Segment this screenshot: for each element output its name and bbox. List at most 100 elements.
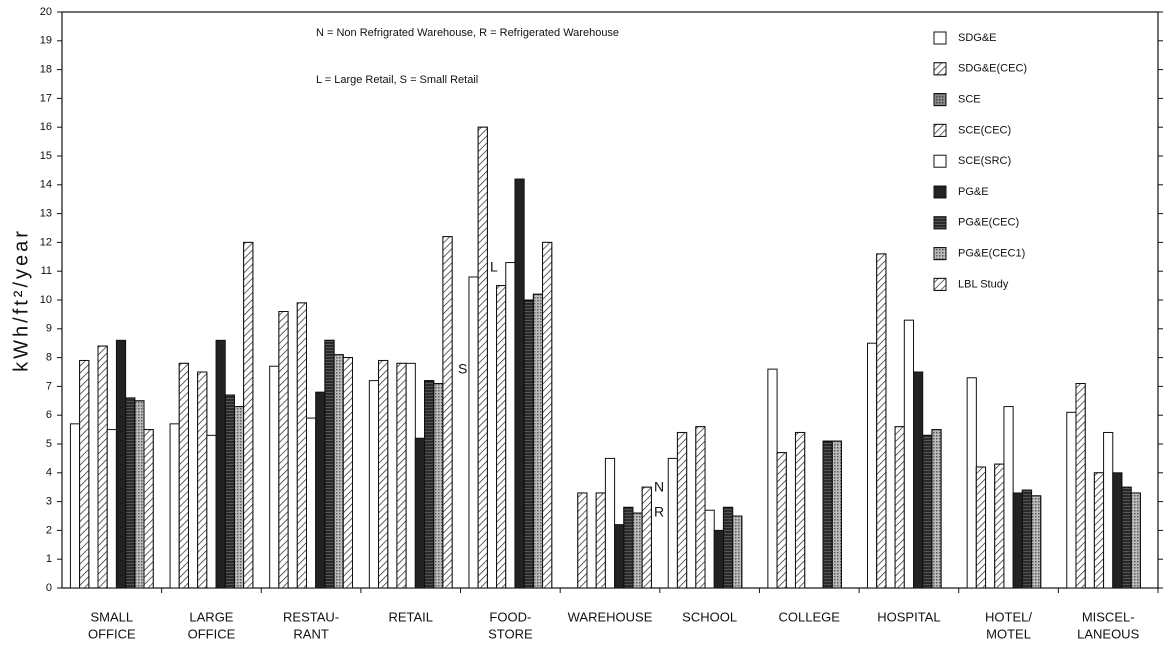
x-tick-label: MISCEL- (1082, 609, 1135, 624)
y-tick-label: 0 (46, 582, 52, 594)
bar-pattern (922, 434, 933, 589)
annotation: R (654, 504, 664, 520)
bar-pattern (233, 406, 245, 589)
bar (115, 339, 127, 589)
y-tick-label: 18 (40, 64, 52, 76)
bar-pattern (442, 236, 453, 589)
bar (315, 391, 326, 589)
bar (468, 276, 479, 589)
bar-pattern (994, 463, 1005, 589)
bar-pattern (532, 293, 544, 589)
x-tick-label: STORE (488, 626, 533, 641)
y-tick-label: 5 (46, 438, 52, 450)
bar (414, 437, 426, 589)
bar-pattern (324, 339, 335, 589)
y-tick-label: 6 (46, 409, 52, 421)
bar-pattern (1021, 489, 1033, 589)
bar-pattern (79, 359, 90, 589)
bar (604, 457, 616, 589)
bar-pattern (224, 394, 235, 589)
bar-pattern (197, 371, 208, 589)
bar-pattern (1121, 486, 1132, 589)
bar (215, 339, 226, 589)
bar-pattern (931, 429, 942, 589)
bar-pattern (722, 506, 734, 589)
bar-pattern (243, 241, 254, 589)
annotation: L (490, 259, 498, 275)
x-tick-label: HOTEL/ (985, 609, 1032, 624)
bar (614, 524, 625, 589)
y-tick-label: 20 (40, 6, 52, 18)
bar (1012, 492, 1023, 589)
bar-pattern (1130, 492, 1141, 589)
bar (269, 365, 280, 589)
bar (106, 429, 117, 589)
bar-pattern (695, 426, 706, 589)
bar (913, 371, 924, 589)
bar (1066, 411, 1077, 589)
x-tick-label: WAREHOUSE (568, 609, 653, 624)
y-tick-label: 7 (46, 380, 52, 392)
y-axis-label: kWh/ft²/year (10, 228, 32, 372)
y-tick-label: 1 (46, 553, 52, 565)
bar-pattern (1075, 383, 1086, 589)
bar-pattern (776, 452, 787, 589)
bar-pattern (577, 492, 588, 589)
bar (1112, 472, 1123, 589)
bar (305, 417, 317, 589)
bar-pattern (296, 302, 307, 589)
y-tick-label: 13 (40, 208, 52, 220)
legend-label: SCE(CEC) (958, 124, 1011, 136)
x-tick-label: HOSPITAL (877, 609, 940, 624)
annotation: N = Non Refrigrated Warehouse, R = Refri… (316, 27, 619, 39)
bar (514, 178, 525, 589)
bar-pattern (595, 492, 606, 589)
bar-pattern (794, 431, 806, 589)
bar-pattern (278, 311, 289, 589)
legend-label: PG&E(CEC1) (958, 248, 1025, 260)
bar-pattern (97, 345, 108, 589)
bar (966, 377, 977, 589)
legend-swatch (933, 154, 947, 168)
bar-pattern (433, 383, 444, 589)
bar (368, 380, 380, 589)
bar-pattern (732, 515, 743, 589)
bar-pattern (1031, 495, 1042, 589)
bar-pattern (975, 466, 987, 589)
y-tick-label: 8 (46, 352, 52, 364)
legend-label: LBL Study (958, 278, 1009, 290)
bar-pattern (822, 440, 833, 589)
bar (667, 457, 678, 589)
y-tick-label: 14 (40, 179, 52, 191)
x-tick-label: OFFICE (188, 626, 236, 641)
annotation: N (654, 479, 664, 495)
legend-swatch-pattern (933, 93, 947, 107)
x-tick-label: RANT (293, 626, 328, 641)
y-tick-label: 12 (40, 236, 52, 248)
bar (704, 509, 715, 589)
bar (1003, 406, 1014, 589)
x-tick-label: COLLEGE (779, 609, 841, 624)
bar-pattern (496, 285, 507, 589)
y-tick-label: 11 (41, 265, 52, 277)
y-tick-label: 15 (40, 150, 52, 162)
legend-label: SCE(SRC) (958, 155, 1011, 167)
bar-pattern (396, 362, 407, 589)
bar (69, 423, 81, 589)
y-tick-label: 19 (40, 35, 52, 47)
y-tick-label: 10 (40, 294, 52, 306)
bar-pattern (623, 506, 634, 589)
x-tick-label: LARGE (189, 609, 233, 624)
bar (169, 423, 180, 589)
bar (903, 319, 915, 589)
legend-label: SDG&E (958, 32, 997, 44)
bar-pattern (134, 400, 145, 589)
x-tick-label: MOTEL (986, 626, 1031, 641)
legend-label: PG&E(CEC) (958, 217, 1019, 229)
bar (505, 262, 516, 589)
bar (405, 362, 416, 589)
legend-swatch-pattern (933, 62, 947, 76)
bar-pattern (178, 362, 189, 589)
legend-swatch-pattern (933, 277, 947, 291)
